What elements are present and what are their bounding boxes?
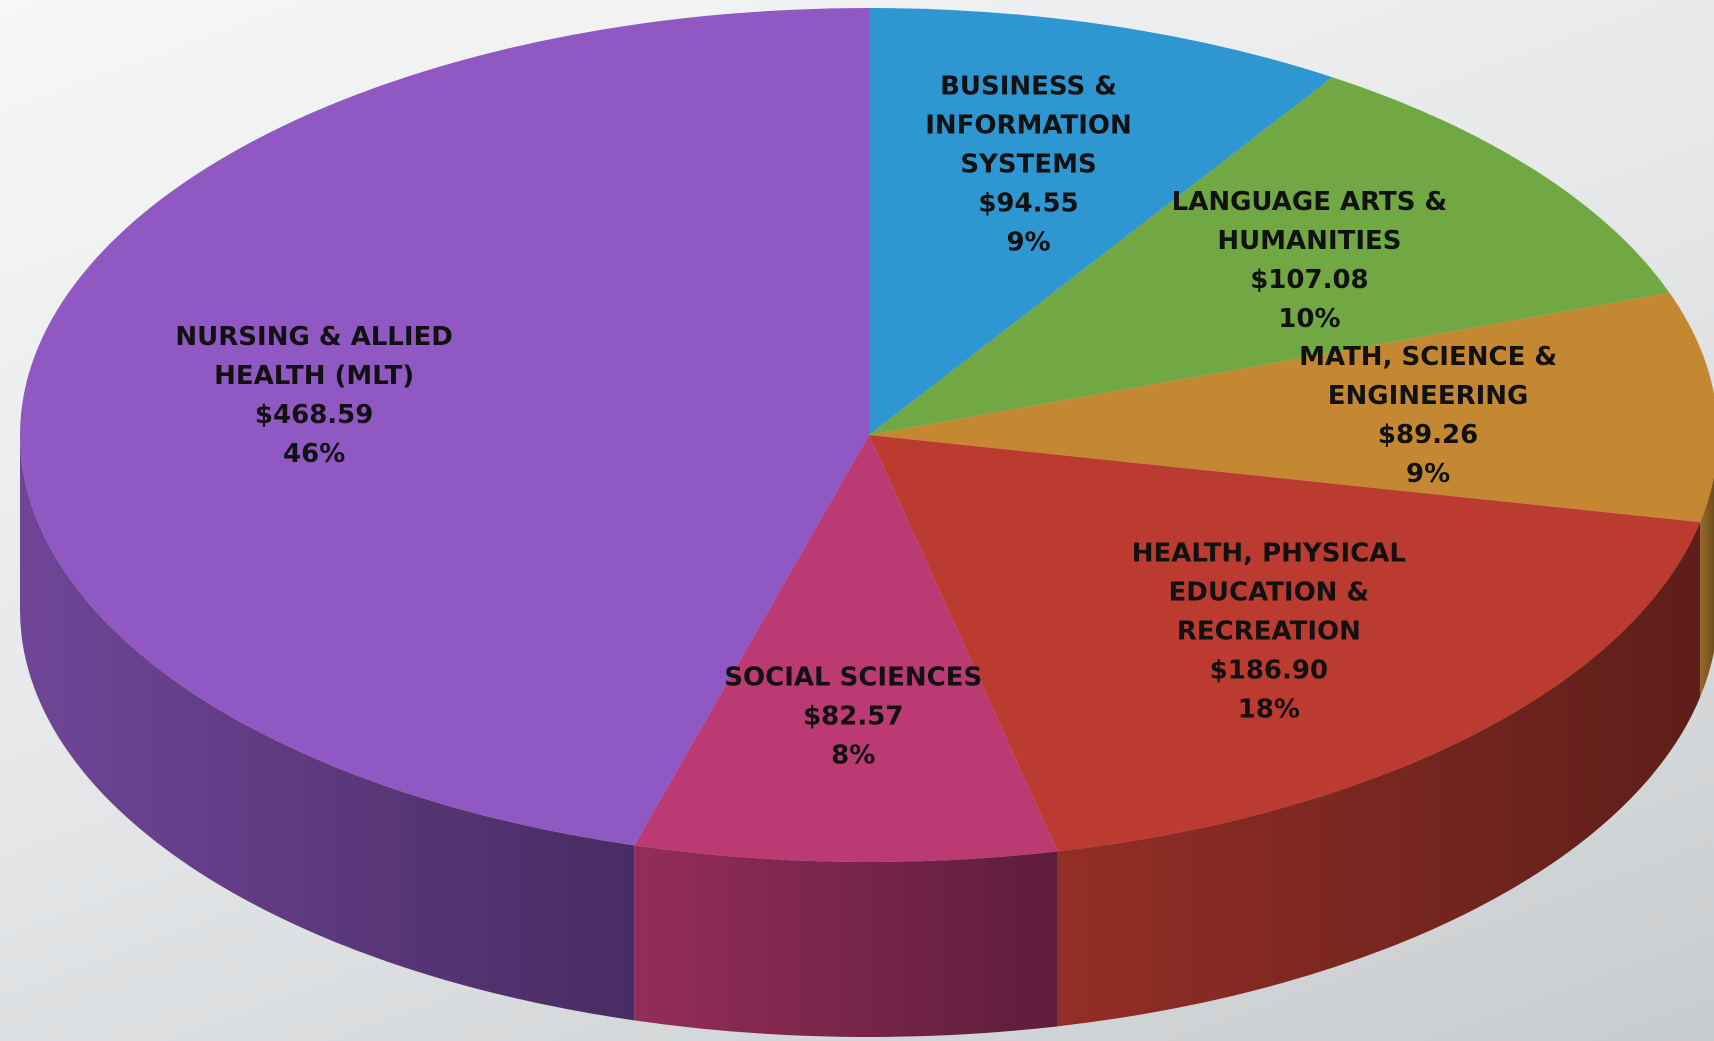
percent-label: 18% bbox=[1237, 694, 1300, 725]
pie-slice bbox=[869, 8, 1333, 435]
pie-slice bbox=[869, 292, 1714, 523]
percent-label: 10% bbox=[1278, 303, 1341, 334]
pie-side bbox=[634, 845, 1058, 1037]
value-label: $186.90 bbox=[1209, 655, 1329, 686]
slice-label: HEALTH, PHYSICAL EDUCATION & RECREATION $… bbox=[1119, 535, 1419, 730]
percent-label: 8% bbox=[831, 740, 876, 771]
slice-label: LANGUAGE ARTS & HUMANITIES $107.08 10% bbox=[1159, 183, 1459, 339]
category-label: HEALTH, PHYSICAL EDUCATION & RECREATION bbox=[1131, 538, 1406, 647]
percent-label: 9% bbox=[1406, 459, 1451, 490]
slice-label: SOCIAL SCIENCES $82.57 8% bbox=[703, 658, 1003, 775]
category-label: LANGUAGE ARTS & HUMANITIES bbox=[1171, 186, 1448, 256]
pie-slice bbox=[20, 8, 870, 846]
pie-slice bbox=[869, 435, 1701, 852]
slice-label: NURSING & ALLIED HEALTH (MLT) $468.59 46% bbox=[164, 318, 464, 474]
slice-label: MATH, SCIENCE & ENGINEERING $89.26 9% bbox=[1278, 338, 1578, 494]
value-label: $82.57 bbox=[803, 701, 904, 732]
pie-side bbox=[20, 435, 635, 1021]
value-label: $468.59 bbox=[254, 399, 374, 430]
percent-label: 9% bbox=[1006, 227, 1051, 258]
category-label: BUSINESS & INFORMATION SYSTEMS bbox=[925, 71, 1132, 180]
category-label: SOCIAL SCIENCES bbox=[724, 662, 983, 693]
slice-label: BUSINESS & INFORMATION SYSTEMS $94.55 9% bbox=[879, 67, 1179, 262]
category-label: MATH, SCIENCE & ENGINEERING bbox=[1299, 342, 1558, 412]
pie-slice bbox=[869, 77, 1670, 435]
percent-label: 46% bbox=[283, 438, 346, 469]
pie-slice bbox=[634, 435, 1058, 862]
value-label: $89.26 bbox=[1377, 420, 1479, 451]
category-label: NURSING & ALLIED HEALTH (MLT) bbox=[175, 321, 453, 391]
pie-side bbox=[1057, 522, 1701, 1027]
pie-side bbox=[1700, 476, 1714, 698]
value-label: $107.08 bbox=[1250, 264, 1369, 295]
value-label: $94.55 bbox=[978, 188, 1079, 219]
